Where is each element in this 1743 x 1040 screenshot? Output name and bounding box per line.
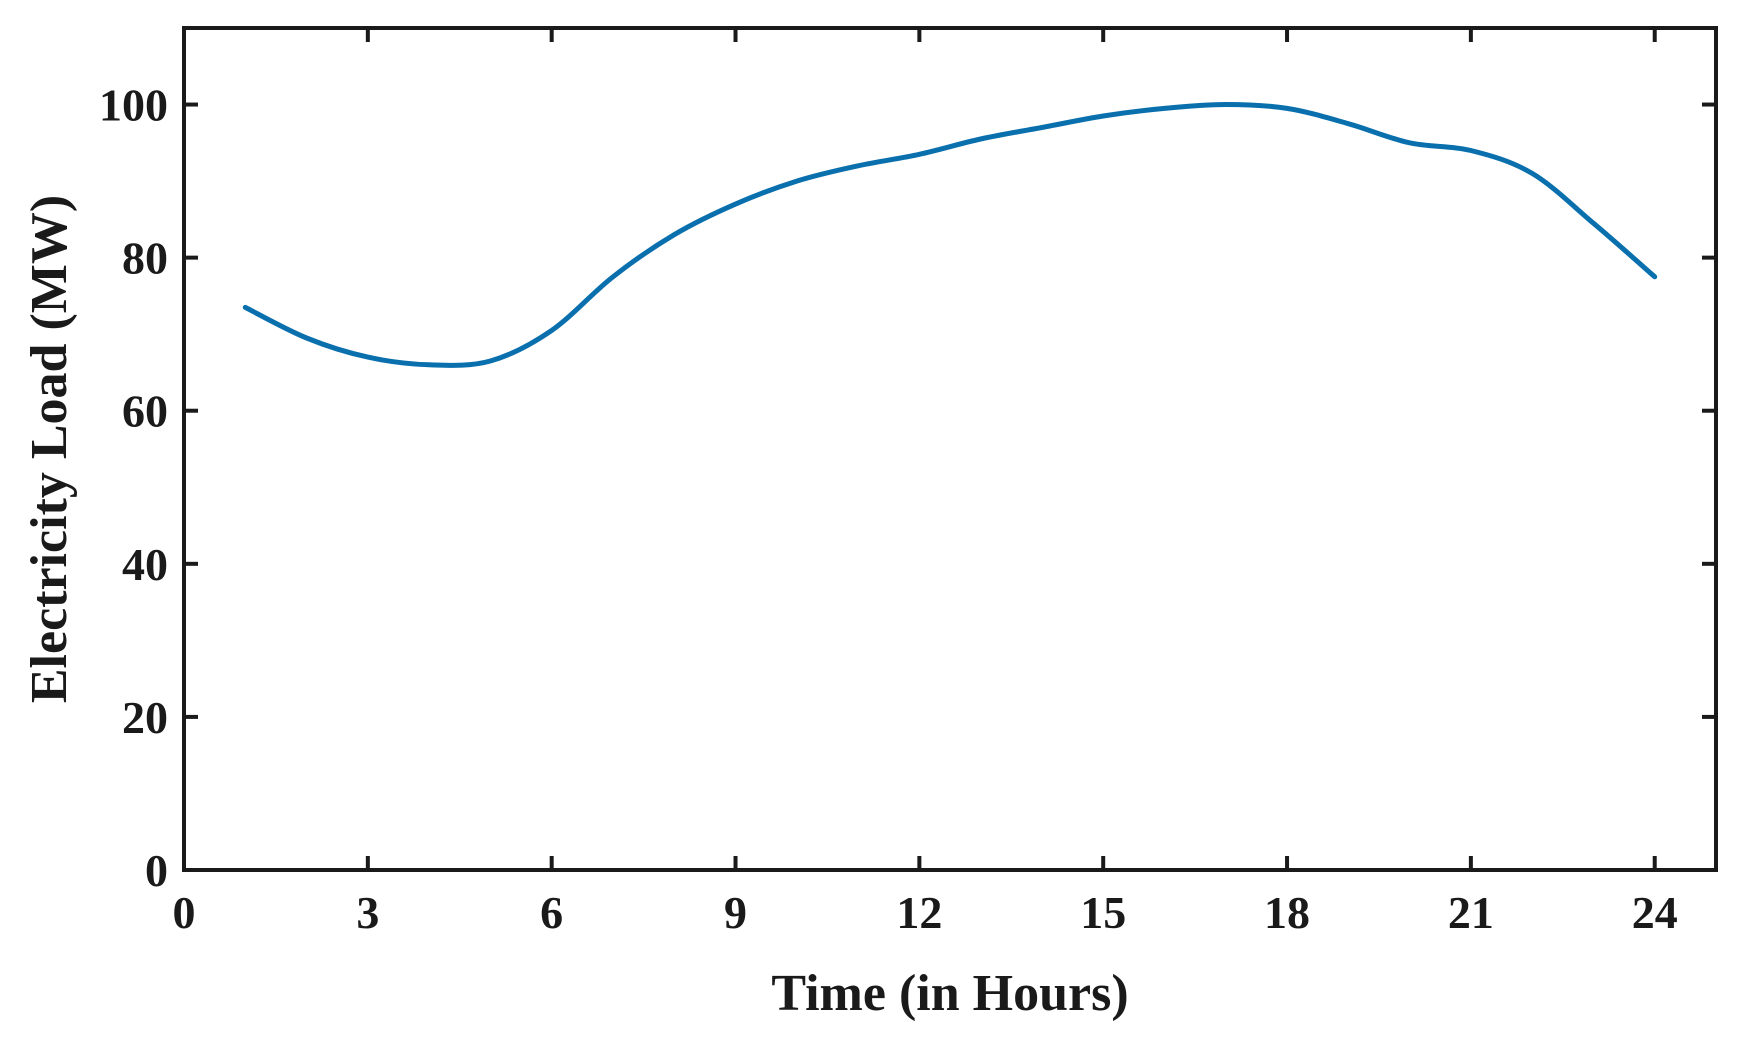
load-series-line: [242, 102, 1658, 368]
x-axis-title: Time (in Hours): [771, 965, 1128, 1022]
y-tick-label: 40: [122, 539, 168, 590]
x-axis: 0 3 6 9 12 15 18 21 24: [173, 28, 1678, 938]
x-tick-label: 0: [173, 887, 196, 938]
y-axis-title: Electricity Load (MW): [21, 195, 78, 703]
x-tick-label: 9: [724, 887, 747, 938]
x-tick-label: 15: [1080, 887, 1126, 938]
y-tick-label: 20: [122, 692, 168, 743]
y-tick-label: 60: [122, 386, 168, 437]
y-tick-label: 0: [145, 845, 168, 896]
x-tick-label: 3: [356, 887, 379, 938]
x-tick-label: 24: [1632, 887, 1678, 938]
x-tick-label: 21: [1448, 887, 1494, 938]
y-tick-label: 100: [99, 80, 168, 131]
series-layer: [242, 102, 1658, 368]
x-tick-label: 12: [896, 887, 942, 938]
x-tick-label: 6: [540, 887, 563, 938]
y-axis: 0 20 40 60 80 100: [99, 80, 1716, 896]
plot-area-frame: [182, 26, 1718, 872]
y-tick-label: 80: [122, 233, 168, 284]
x-tick-label: 18: [1264, 887, 1310, 938]
